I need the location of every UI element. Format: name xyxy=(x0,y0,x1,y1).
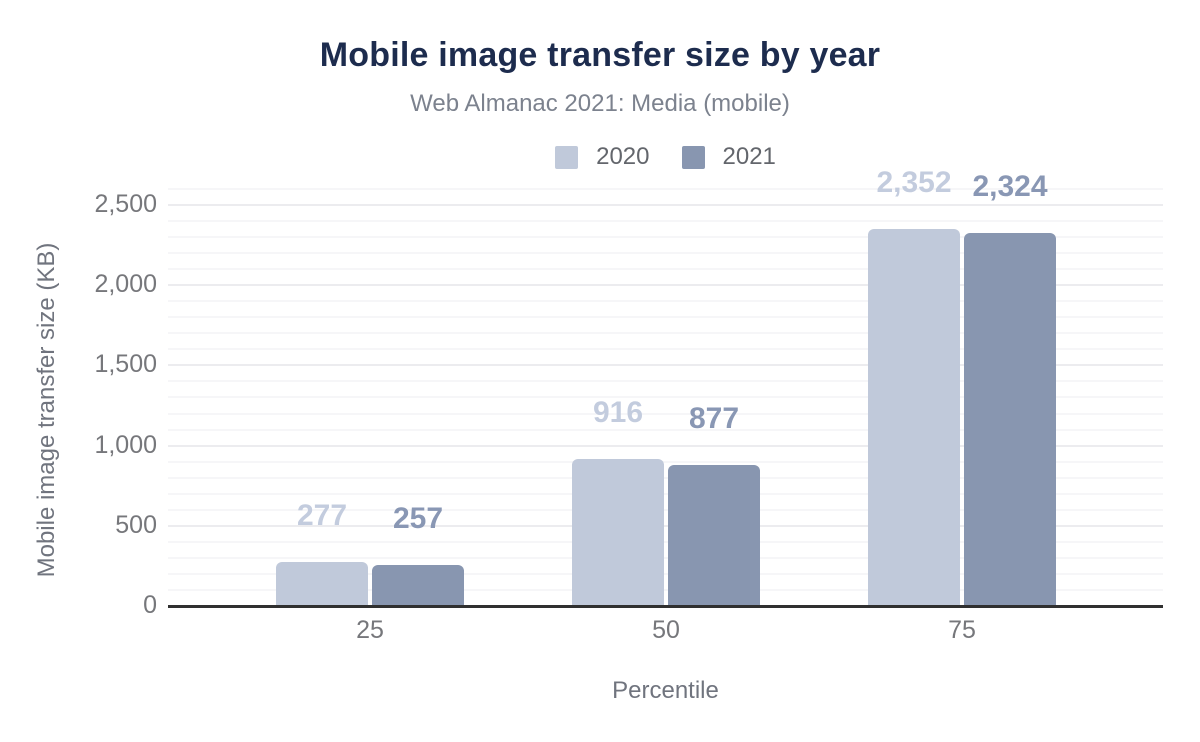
x-axis-title: Percentile xyxy=(612,677,719,704)
minor-gridline xyxy=(168,268,1163,271)
bar-2021-p25 xyxy=(372,564,464,606)
minor-gridline xyxy=(168,460,1163,463)
minor-gridline xyxy=(168,492,1163,495)
chart-subtitle: Web Almanac 2021: Media (mobile) xyxy=(410,90,790,117)
bar-2020-p50 xyxy=(572,459,664,606)
y-tick-label: 500 xyxy=(115,510,157,539)
minor-gridline xyxy=(168,428,1163,431)
bar-value-label-2021-p25: 257 xyxy=(392,501,444,535)
minor-gridline xyxy=(168,316,1163,319)
x-tick-label: 25 xyxy=(356,616,384,644)
bar-2020-p25 xyxy=(276,561,368,606)
chart-title: Mobile image transfer size by year xyxy=(319,36,881,74)
bar-value-label-2020-p50: 916 xyxy=(592,396,644,430)
legend-swatch-2020 xyxy=(555,145,579,169)
minor-gridline xyxy=(168,187,1163,190)
y-tick-label: 1,500 xyxy=(94,350,157,379)
minor-gridline xyxy=(168,220,1163,223)
legend-label-2020: 2020 xyxy=(596,143,650,170)
minor-gridline xyxy=(168,556,1163,559)
major-gridline xyxy=(168,444,1163,447)
minor-gridline xyxy=(168,540,1163,543)
major-gridline xyxy=(168,284,1163,287)
y-tick-label: 0 xyxy=(143,591,157,619)
bar-2021-p50 xyxy=(668,465,760,606)
major-gridline xyxy=(168,524,1163,527)
minor-gridline xyxy=(168,476,1163,479)
y-tick-label: 1,000 xyxy=(94,430,157,459)
bar-value-label-2020-p75: 2,352 xyxy=(876,165,952,199)
legend-item-2020: 2020 xyxy=(555,143,650,171)
bar-2020-p75 xyxy=(868,228,960,606)
bar-value-label-2021-p75: 2,324 xyxy=(972,170,1048,204)
y-tick-label: 2,000 xyxy=(94,270,157,299)
minor-gridline xyxy=(168,332,1163,335)
minor-gridline xyxy=(168,300,1163,303)
x-axis-line xyxy=(168,605,1163,608)
minor-gridline xyxy=(168,236,1163,239)
major-gridline xyxy=(168,204,1163,206)
legend: 2020 2021 xyxy=(168,143,1163,171)
minor-gridline xyxy=(168,348,1163,351)
minor-gridline xyxy=(168,396,1163,399)
minor-gridline xyxy=(168,380,1163,383)
x-tick-label: 50 xyxy=(652,616,680,644)
minor-gridline xyxy=(168,412,1163,415)
bar-2021-p75 xyxy=(964,233,1056,606)
minor-gridline xyxy=(168,252,1163,255)
x-tick-label: 75 xyxy=(948,616,976,644)
legend-label-2021: 2021 xyxy=(722,143,776,170)
bar-value-label-2020-p25: 277 xyxy=(296,498,348,532)
minor-gridline xyxy=(168,588,1163,591)
minor-gridline xyxy=(168,572,1163,575)
y-tick-label: 2,500 xyxy=(94,190,157,218)
legend-item-2021: 2021 xyxy=(681,143,776,171)
bar-value-label-2021-p50: 877 xyxy=(688,402,740,436)
minor-gridline xyxy=(168,508,1163,511)
legend-swatch-2021 xyxy=(681,145,705,169)
major-gridline xyxy=(168,364,1163,367)
